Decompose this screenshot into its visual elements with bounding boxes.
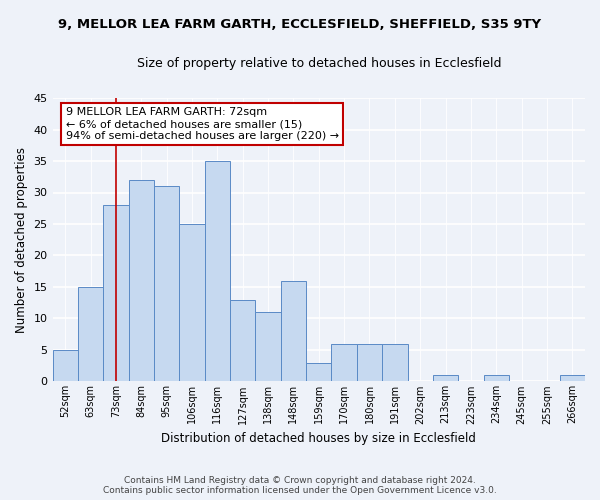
Bar xyxy=(154,186,179,382)
Bar xyxy=(53,350,78,382)
Bar xyxy=(103,205,128,382)
Bar xyxy=(382,344,407,382)
Text: 9 MELLOR LEA FARM GARTH: 72sqm
← 6% of detached houses are smaller (15)
94% of s: 9 MELLOR LEA FARM GARTH: 72sqm ← 6% of d… xyxy=(66,108,339,140)
Bar xyxy=(256,312,281,382)
Bar xyxy=(331,344,357,382)
Y-axis label: Number of detached properties: Number of detached properties xyxy=(15,146,28,332)
Bar xyxy=(230,300,256,382)
Title: Size of property relative to detached houses in Ecclesfield: Size of property relative to detached ho… xyxy=(137,58,501,70)
Bar xyxy=(306,362,331,382)
Bar xyxy=(484,375,509,382)
Bar xyxy=(78,287,103,382)
Text: Contains HM Land Registry data © Crown copyright and database right 2024.
Contai: Contains HM Land Registry data © Crown c… xyxy=(103,476,497,495)
Bar xyxy=(560,375,585,382)
Bar xyxy=(205,161,230,382)
Bar xyxy=(179,224,205,382)
Bar xyxy=(128,180,154,382)
Bar xyxy=(433,375,458,382)
Text: 9, MELLOR LEA FARM GARTH, ECCLESFIELD, SHEFFIELD, S35 9TY: 9, MELLOR LEA FARM GARTH, ECCLESFIELD, S… xyxy=(58,18,542,30)
Bar xyxy=(357,344,382,382)
X-axis label: Distribution of detached houses by size in Ecclesfield: Distribution of detached houses by size … xyxy=(161,432,476,445)
Bar xyxy=(281,280,306,382)
